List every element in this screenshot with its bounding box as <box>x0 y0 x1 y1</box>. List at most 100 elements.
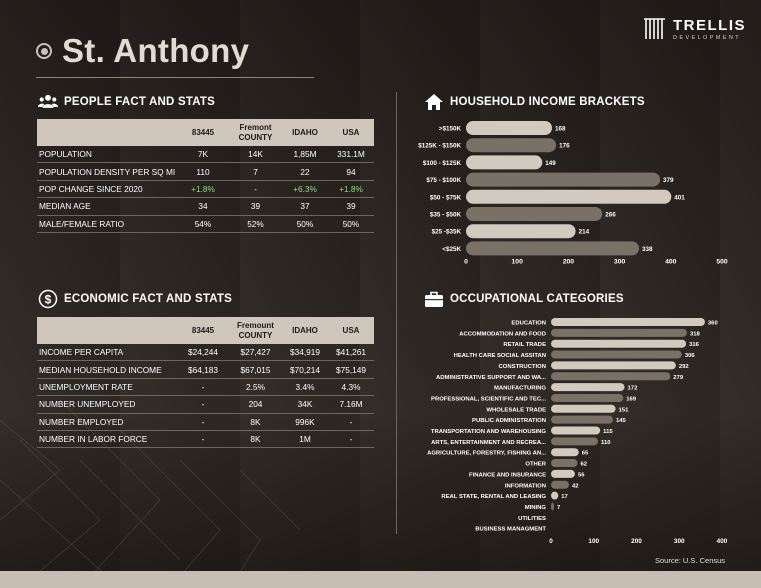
value-label: 42 <box>572 483 579 489</box>
data-bar <box>466 155 543 170</box>
value-label: 176 <box>559 143 570 150</box>
x-tick-label: 200 <box>631 538 642 544</box>
economic-cell: $64,183 <box>177 360 229 379</box>
category-label: FINANCE AND INSURANCE <box>469 472 546 478</box>
economic-table-row: INCOME PER CAPITA $24,244 $27,427 $34,919 $4… <box>37 344 374 362</box>
economic-cell: $67,015 <box>229 360 282 379</box>
people-cell: 110 <box>177 162 229 181</box>
x-tick-label: 400 <box>665 259 677 266</box>
x-tick-label: 0 <box>549 538 553 544</box>
people-section-heading: PEOPLE FACT AND STATS <box>38 92 215 112</box>
value-label: 151 <box>619 407 630 413</box>
data-bar <box>466 241 640 256</box>
data-bar <box>551 328 687 337</box>
people-cell: +6.3% <box>282 180 328 199</box>
economic-table-row: NUMBER EMPLOYED -8K 996K - <box>37 413 374 431</box>
footer-band <box>0 571 761 588</box>
logo-name: TRELLIS <box>673 16 746 34</box>
people-header-cell: IDAHO <box>282 119 328 146</box>
economic-table-row: UNEMPLOYMENT RATE -2.5% 3.4% 4.3% <box>37 378 374 397</box>
category-label: TRANSPORTATION AND WAREHOUSING <box>431 429 546 435</box>
data-bar <box>551 469 575 478</box>
people-header-cell <box>37 119 177 146</box>
economic-cell: - <box>177 395 229 414</box>
value-label: 338 <box>642 246 653 253</box>
category-label: ARTS, ENTERTAINMENT AND RECREA... <box>431 440 546 446</box>
data-bar <box>551 480 569 489</box>
x-tick-label: 100 <box>588 538 599 544</box>
economic-row-label: INCOME PER CAPITA <box>37 344 177 362</box>
category-label: $50 - $75K <box>430 194 462 201</box>
people-row-label: MALE/FEMALE RATIO <box>37 215 177 233</box>
data-bar <box>551 459 578 468</box>
economic-cell: 204 <box>229 395 282 414</box>
value-label: 7 <box>557 505 561 511</box>
people-cell: 52% <box>229 215 282 233</box>
data-bar <box>466 207 603 221</box>
people-row-label: POPULATION DENSITY PER SQ MI <box>37 162 177 181</box>
data-bar <box>551 502 554 511</box>
value-label: 56 <box>578 472 585 478</box>
economic-cell: - <box>328 413 374 431</box>
data-bar <box>551 318 705 326</box>
economic-row-label: NUMBER IN LABOR FORCE <box>37 430 177 449</box>
people-section-title: PEOPLE FACT AND STATS <box>64 96 215 108</box>
category-label: $125K - $150K <box>418 143 461 150</box>
economic-section-heading: $ ECONOMIC FACT AND STATS <box>38 289 232 309</box>
people-cell: 94 <box>328 162 374 181</box>
value-label: 172 <box>628 386 639 392</box>
economic-row-label: MEDIAN HOUSEHOLD INCOME <box>37 360 177 379</box>
economic-header-cell: 83445 <box>177 317 229 344</box>
occupational-title: OCCUPATIONAL CATEGORIES <box>450 293 624 305</box>
value-label: 318 <box>690 331 701 337</box>
economic-cell: 3.4% <box>282 378 328 397</box>
people-cell: 34 <box>177 197 229 216</box>
people-cell: +1.8% <box>177 180 229 199</box>
value-label: 110 <box>601 440 611 446</box>
economic-cell: $41,261 <box>328 344 374 362</box>
category-label: <$25K <box>442 246 461 253</box>
people-cell: 7 <box>229 162 282 181</box>
value-label: 169 <box>626 396 637 402</box>
category-label: PUBLIC ADMINISTRATION <box>472 418 546 424</box>
value-label: 115 <box>603 429 613 435</box>
people-facts-table: 83445 Fremont COUNTY IDAHO USA POPULATION 7K 1… <box>37 119 374 233</box>
occupational-chart: EDUCATION 360 ACCOMMODATION AND FOOD 318 RET… <box>427 318 728 544</box>
data-bar <box>551 372 671 381</box>
economic-row-label: NUMBER UNEMPLOYED <box>37 395 177 414</box>
data-bar <box>551 491 559 500</box>
value-label: 168 <box>555 126 566 133</box>
people-table-row: MALE/FEMALE RATIO 54% 52% 50% 50% <box>37 215 374 233</box>
x-tick-label: 300 <box>674 538 685 544</box>
category-label: MINING <box>525 505 547 511</box>
people-cell: +1.8% <box>328 180 374 199</box>
x-tick-label: 0 <box>464 259 468 266</box>
people-header-row: 83445 Fremont COUNTY IDAHO USA <box>37 119 374 146</box>
occupational-heading: OCCUPATIONAL CATEGORIES <box>424 289 624 309</box>
source-note: Source: U.S. Census <box>655 556 726 565</box>
economic-cell: 4.3% <box>328 378 374 397</box>
economic-table-row: NUMBER IN LABOR FORCE -8K 1M - <box>37 430 374 449</box>
economic-table-row: MEDIAN HOUSEHOLD INCOME $64,183 $67,015 $70… <box>37 360 374 379</box>
people-row-label: MEDIAN AGE <box>37 197 177 216</box>
economic-header-cell <box>37 317 177 344</box>
category-label: RETAIL TRADE <box>503 342 546 348</box>
x-tick-label: 200 <box>563 259 575 266</box>
value-label: 306 <box>685 353 696 359</box>
people-cell: 50% <box>328 215 374 233</box>
category-label: WHOLESALE TRADE <box>486 407 546 413</box>
value-label: 316 <box>689 342 700 348</box>
people-cell: 22 <box>282 162 328 181</box>
people-table-row: POPULATION 7K 14K 1,85M 331.1M <box>37 146 374 164</box>
data-bar <box>551 350 682 359</box>
x-tick-label: 100 <box>512 259 524 266</box>
x-tick-label: 500 <box>716 259 728 266</box>
category-label: HEALTH CARE SOCIAL ASSITAN <box>454 353 546 359</box>
economic-cell: 8K <box>229 413 282 431</box>
people-cell: - <box>229 180 282 199</box>
economic-row-label: UNEMPLOYMENT RATE <box>37 378 177 397</box>
data-bar <box>551 383 625 392</box>
value-label: 149 <box>545 160 556 167</box>
value-label: 266 <box>605 212 616 219</box>
